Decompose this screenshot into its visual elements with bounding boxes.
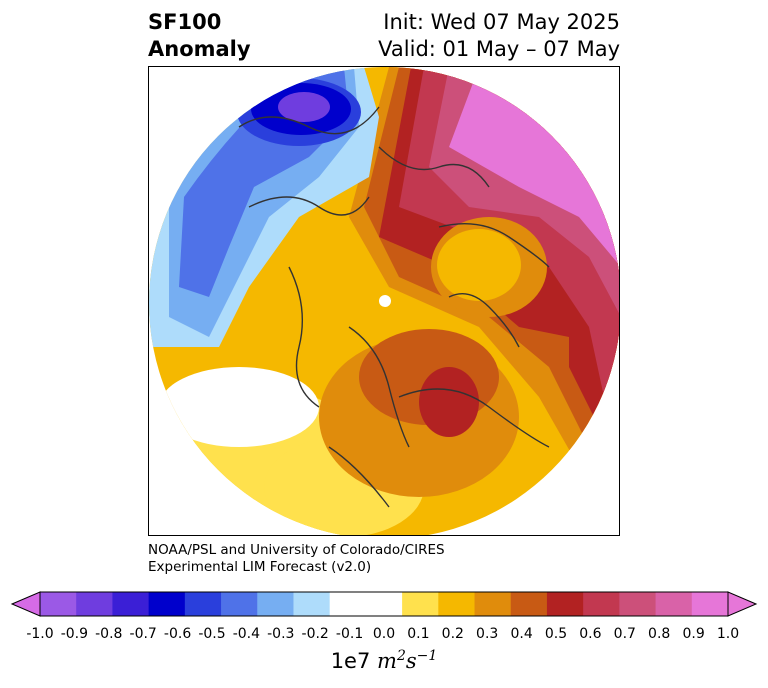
colorbar-tick-label: 0.1	[407, 626, 430, 642]
anomaly-map	[149, 67, 619, 535]
colorbar-cell	[365, 592, 403, 616]
colorbar	[10, 591, 758, 617]
forecast-dates: Init: Wed 07 May 2025 Valid: 01 May – 07…	[378, 9, 620, 63]
colorbar-tick-label: 0.5	[544, 626, 568, 642]
credit-line-2: Experimental LIM Forecast (v2.0)	[148, 559, 372, 575]
colorbar-tick-label: -0.3	[267, 626, 295, 642]
colorbar-units-label: 1e7 m2s−1	[0, 648, 768, 673]
colorbar-tick-label: 0.2	[441, 626, 464, 642]
init-date: Init: Wed 07 May 2025	[383, 10, 620, 34]
colorbar-cell	[293, 592, 331, 616]
units-s: s	[405, 649, 417, 673]
colorbar-cell	[510, 592, 548, 616]
colorbar-cell	[691, 592, 729, 616]
colorbar-tick-labels: -1.0 -0.9 -0.8 -0.7 -0.6 -0.5 -0.4 -0.3 -0.2 -0.1…	[0, 626, 768, 646]
colorbar-tick-label: -0.9	[60, 626, 89, 642]
colorbar-cell	[438, 592, 476, 616]
colorbar-tick-label: -1.0	[26, 626, 54, 642]
colorbar-cell	[402, 592, 439, 616]
colorbar-tick-label: -0.7	[129, 626, 157, 642]
anomaly-field	[149, 67, 619, 535]
colorbar-cell	[655, 592, 693, 616]
colorbar-cells	[40, 592, 729, 616]
colorbar-cell	[474, 592, 512, 616]
colorbar-tick-label: 0.8	[648, 626, 671, 642]
colorbar-cell	[583, 592, 620, 616]
map-panel	[148, 66, 620, 536]
colorbar-cell	[40, 592, 77, 616]
colorbar-over-arrow	[727, 591, 758, 617]
title-variable: SF100	[148, 10, 222, 34]
colorbar-cell	[546, 592, 584, 616]
units-m: m	[377, 649, 397, 673]
colorbar-tick-label: 0.6	[579, 626, 602, 642]
colorbar-tick-label: -0.6	[163, 626, 192, 642]
colorbar-cell	[76, 592, 114, 616]
map-title: SF100 Anomaly	[148, 9, 251, 63]
colorbar-cell	[329, 592, 367, 616]
colorbar-cell	[184, 592, 222, 616]
colorbar-outline	[39, 591, 729, 617]
colorbar-tick-label: -0.5	[198, 626, 226, 642]
colorbar-tick-label: 0.0	[372, 626, 396, 642]
colorbar-cell	[619, 592, 657, 616]
coastlines	[238, 106, 550, 508]
credit-text: NOAA/PSL and University of Colorado/CIRE…	[148, 542, 445, 576]
colorbar-cell	[221, 592, 258, 616]
title-kind: Anomaly	[148, 37, 251, 61]
colorbar-tick-label: 0.3	[476, 626, 499, 642]
colorbar-tick-label: 1.0	[716, 626, 740, 642]
colorbar-cell	[257, 592, 295, 616]
valid-range: Valid: 01 May – 07 May	[378, 37, 620, 61]
colorbar-under-arrow	[10, 591, 41, 617]
units-m-exponent: 2	[396, 648, 406, 664]
credit-line-1: NOAA/PSL and University of Colorado/CIRE…	[148, 542, 445, 558]
units-prefix: 1e7	[330, 649, 371, 673]
colorbar-tick-label: -0.4	[232, 626, 261, 642]
units-s-exponent: −1	[416, 648, 438, 664]
colorbar-cell	[112, 592, 150, 616]
colorbar-tick-label: -0.1	[335, 626, 364, 642]
colorbar-tick-label: -0.8	[95, 626, 123, 642]
colorbar-tick-label: 0.9	[682, 626, 705, 642]
colorbar-tick-label: 0.4	[510, 626, 533, 642]
colorbar-cell	[148, 592, 186, 616]
colorbar-tick-label: 0.7	[613, 626, 636, 642]
colorbar-tick-label: -0.2	[301, 626, 329, 642]
